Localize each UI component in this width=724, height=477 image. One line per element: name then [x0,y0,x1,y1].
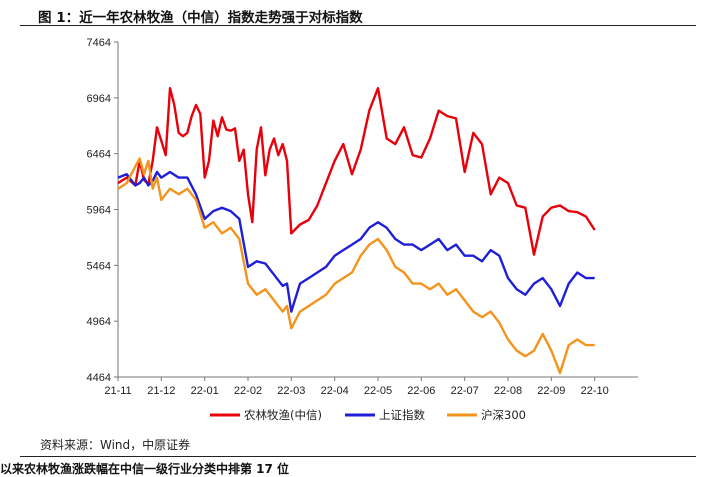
y-tick-label: 4464 [87,372,111,384]
bottom-divider [20,456,696,457]
y-tick-label: 6464 [87,149,111,161]
y-tick-label: 5964 [87,205,111,217]
legend-label-sse: 上证指数 [379,408,425,422]
figure-title: 图 1：近一年农林牧渔（中信）指数走势强于对标指数 [38,10,363,26]
x-tick-label: 22-02 [234,385,262,397]
series-line-agri [117,86,596,256]
y-tick-label: 4964 [87,316,111,328]
series-line-sse [117,170,595,313]
x-tick-label: 22-08 [494,385,522,397]
legend-label-hs300: 沪深300 [481,408,526,422]
x-tick-label: 22-07 [451,385,479,397]
series-line-hs300 [117,157,595,375]
y-tick-label: 7464 [87,37,111,49]
x-tick-label: 21-12 [147,385,175,397]
x-tick-label: 22-09 [537,385,565,397]
y-tick-label: 5464 [87,260,111,272]
chart-lines [117,86,596,375]
x-tick-label: 22-01 [191,385,219,397]
title-divider [20,25,696,26]
x-tick-label: 22-10 [581,385,609,397]
truncated-caption: 以来农林牧渔涨跌幅在中信一级行业分类中排第 17 位 [0,462,290,476]
source-note: 资料来源：Wind，中原证券 [40,438,191,452]
x-tick-label: 22-06 [407,385,435,397]
x-tick-label: 22-05 [364,385,392,397]
x-tick-label: 22-04 [321,385,349,397]
legend-label-agri: 农林牧渔(中信) [244,408,322,422]
chart-legend: 农林牧渔(中信) 上证指数 沪深300 [210,408,526,422]
x-tick-label: 21-11 [104,385,131,397]
chart-axes: 4464 4964 5464 5964 6464 6964 7464 21-11 21-12 22… [87,37,638,397]
x-tick-label: 22-03 [277,385,305,397]
y-tick-label: 6964 [87,93,111,105]
